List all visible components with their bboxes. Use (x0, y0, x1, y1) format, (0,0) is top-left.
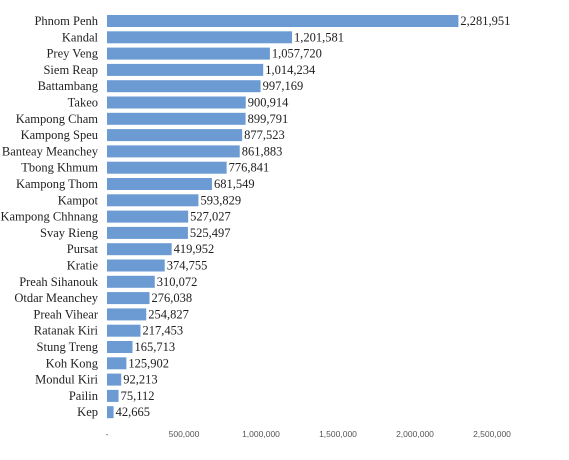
category-label: Ratanak Kiri (34, 324, 99, 338)
bar (107, 357, 127, 370)
value-label: 997,169 (263, 79, 304, 93)
bar (107, 96, 246, 109)
bar (107, 341, 133, 353)
x-tick-label: 1,500,000 (319, 429, 357, 439)
value-label: 217,453 (142, 324, 183, 338)
category-label: Mondul Kiri (35, 373, 98, 387)
value-label: 776,841 (229, 161, 270, 175)
bar (107, 178, 212, 190)
bar (107, 243, 172, 256)
bar (107, 292, 150, 305)
value-label: 899,791 (248, 112, 289, 126)
category-label: Kandal (62, 30, 99, 44)
category-label: Otdar Meanchey (14, 291, 98, 305)
bar (107, 259, 165, 272)
x-tick-label: 2,000,000 (396, 429, 434, 439)
value-label: 75,112 (121, 389, 155, 403)
category-label: Kampong Chhnang (0, 210, 98, 224)
value-label: 593,829 (200, 193, 241, 207)
category-label: Tbong Khmum (21, 161, 98, 175)
bar (107, 226, 188, 239)
bar (107, 145, 240, 158)
value-label: 374,755 (167, 259, 208, 273)
value-label: 1,201,581 (294, 30, 344, 44)
x-axis-tick-labels: - 500,000 1,000,000 1,500,000 2,000,000 2,500… (106, 429, 512, 439)
category-labels: Phnom Penh Kandal Prey Veng Siem Reap Battam… (0, 14, 98, 419)
category-label: Siem Reap (43, 63, 98, 77)
bar (107, 210, 189, 223)
category-label: Pursat (67, 242, 99, 256)
value-label: 42,665 (116, 405, 150, 419)
category-label: Preah Sihanouk (19, 275, 99, 289)
category-label: Svay Rieng (40, 226, 99, 240)
value-label: 527,027 (190, 210, 231, 224)
value-label: 92,213 (123, 373, 157, 387)
bar (107, 161, 227, 174)
value-label: 1,014,234 (265, 63, 316, 77)
value-label: 877,523 (244, 128, 285, 142)
category-label: Koh Kong (46, 356, 99, 370)
category-label: Kampot (58, 193, 99, 207)
x-tick-label: 500,000 (169, 429, 200, 439)
value-label: 276,038 (152, 291, 193, 305)
bar (107, 324, 141, 337)
value-label: 254,827 (148, 307, 189, 321)
value-labels: 2,281,951 1,201,581 1,057,720 1,014,234 997,… (116, 14, 511, 419)
category-label: Preah Vihear (33, 307, 98, 321)
bar (107, 80, 261, 93)
bar (107, 275, 155, 288)
value-label: 1,057,720 (272, 47, 322, 61)
value-label: 525,497 (190, 226, 231, 240)
value-label: 419,952 (174, 242, 215, 256)
bar (107, 373, 122, 386)
value-label: 125,902 (128, 356, 169, 370)
category-label: Kampong Thom (16, 177, 98, 191)
value-label: 861,883 (242, 144, 283, 158)
category-label: Takeo (68, 96, 98, 110)
category-label: Kampong Speu (21, 128, 99, 142)
bar (107, 63, 264, 76)
value-label: 900,914 (248, 96, 289, 110)
bar (107, 406, 114, 419)
bar (107, 112, 246, 125)
category-label: Stung Treng (37, 340, 99, 354)
bar (107, 308, 147, 321)
x-tick-label: - (106, 429, 109, 439)
bar (107, 47, 270, 60)
category-label: Pailin (69, 389, 99, 403)
category-label: Kep (77, 405, 98, 419)
category-label: Banteay Meanchey (2, 144, 99, 158)
bar (107, 15, 459, 27)
value-label: 165,713 (135, 340, 176, 354)
category-label: Kratie (67, 259, 99, 273)
category-label: Phnom Penh (34, 14, 98, 28)
value-label: 2,281,951 (460, 14, 510, 28)
bar (107, 194, 199, 207)
category-label: Battambang (38, 79, 99, 93)
value-label: 310,072 (157, 275, 198, 289)
bar (107, 129, 243, 142)
value-label: 681,549 (214, 177, 255, 191)
bar (107, 389, 119, 402)
x-tick-label: 2,500,000 (473, 429, 511, 439)
bars-group (107, 15, 459, 419)
x-tick-label: 1,000,000 (242, 429, 280, 439)
category-label: Kampong Cham (16, 112, 99, 126)
category-label: Prey Veng (46, 47, 98, 61)
bar (107, 31, 293, 44)
